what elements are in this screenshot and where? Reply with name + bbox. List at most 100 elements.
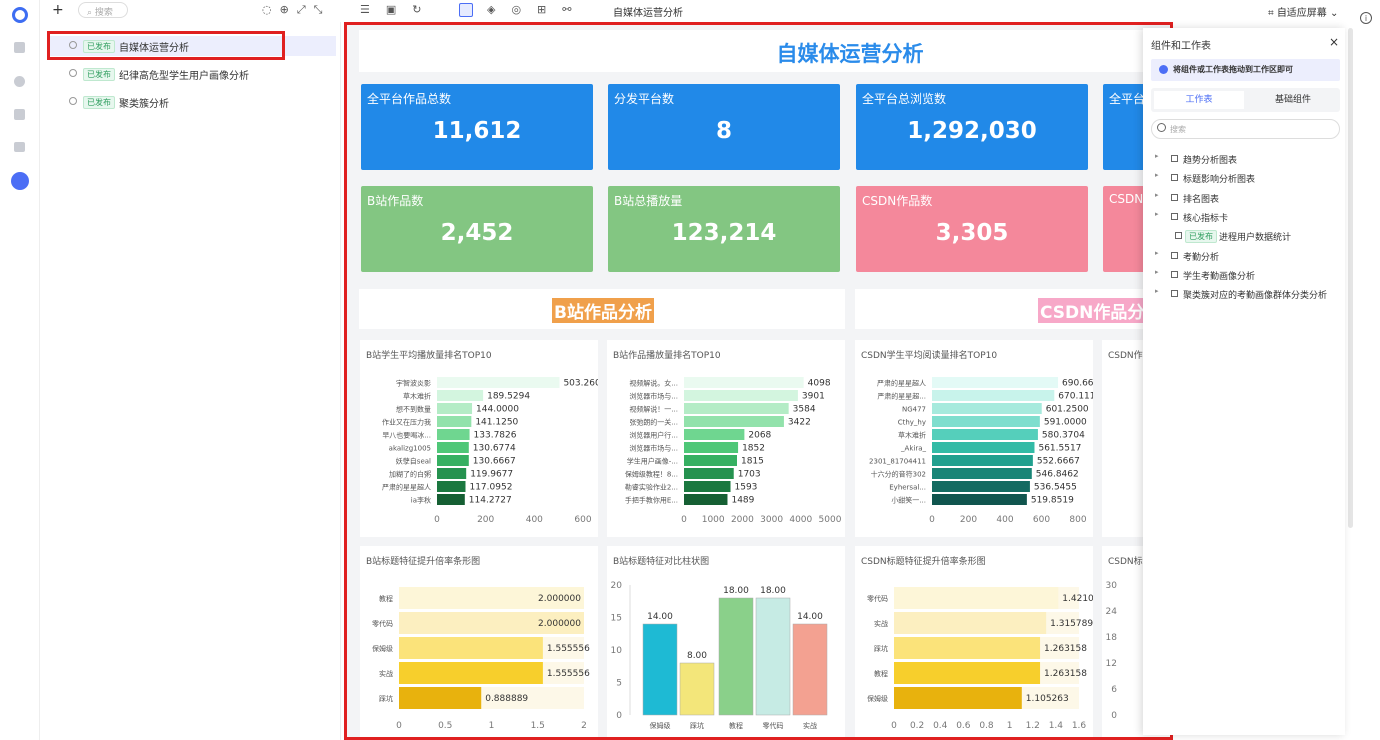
bar	[684, 390, 798, 401]
sidebar-add[interactable]: +	[52, 2, 64, 18]
canvas-tool-active[interactable]	[459, 3, 473, 17]
panel-search[interactable]: 搜索	[1151, 119, 1340, 139]
info-icon[interactable]: i	[1360, 12, 1372, 24]
nav-icon-active[interactable]	[11, 172, 29, 190]
value-label: 2068	[748, 431, 771, 441]
category-label: 浏览器市场与...	[629, 444, 678, 453]
panel-tree-item[interactable]: ▸ 核心指标卡	[1151, 209, 1341, 225]
kpi-label: CSDN	[1109, 192, 1144, 206]
canvas-tools[interactable]: ☰▣↻	[360, 3, 438, 16]
search-box[interactable]: ⌕ 搜索	[78, 2, 128, 18]
category-label: 保姆级	[867, 694, 888, 703]
search-placeholder: 搜索	[94, 8, 113, 18]
x-tick-label: 1.4	[1049, 721, 1064, 731]
chart-card: CSDN学生平均阅读量排名TOP10 严肃的星星超人 690.6667 严肃的星星超.…	[855, 340, 1093, 537]
y-tick-label: 12	[1106, 659, 1117, 669]
item-label: 考勤分析	[1183, 252, 1220, 263]
x-tick-label: 实战	[803, 721, 817, 730]
section-title: CSDN作品分	[1038, 298, 1147, 323]
chart: 0 6 12 18 24 30	[1106, 581, 1118, 721]
x-tick-label: 0	[396, 721, 402, 731]
panel-tree-item[interactable]: ▸ 排名图表	[1151, 190, 1341, 206]
bar	[679, 662, 715, 716]
item-label: 进程用户数据统计	[1219, 233, 1292, 244]
category-label: 严肃的星星超...	[877, 392, 926, 401]
value-label: 18.00	[723, 586, 749, 596]
x-tick-label: 600	[1033, 515, 1050, 525]
kpi-label: 全平台总浏览数	[862, 92, 947, 106]
bar	[894, 687, 1022, 709]
tree-item[interactable]: 已发布 聚类簇分析	[47, 92, 336, 112]
x-tick-label: 1.6	[1072, 721, 1087, 731]
nav-icon[interactable]	[14, 76, 25, 87]
panel-tabs: 工作表 基础组件	[1151, 88, 1340, 112]
x-tick-label: 0.5	[438, 721, 452, 731]
category-label: 严肃的星星超人	[877, 379, 926, 388]
category-label: 作业又在压力我	[382, 418, 431, 427]
nav-icon[interactable]	[14, 42, 25, 53]
category-label: 草木难折	[403, 392, 431, 401]
tab[interactable]: 工作表	[1154, 91, 1244, 109]
panel-close[interactable]: ×	[1329, 35, 1340, 49]
x-tick-label: 0.4	[933, 721, 948, 731]
panel-tree-item[interactable]: ▸ 趋势分析图表	[1151, 151, 1341, 167]
section-title: B站作品分析	[552, 298, 654, 323]
nav-icon[interactable]	[14, 142, 25, 152]
panel-tree-item[interactable]: 已发布 进程用户数据统计	[1151, 228, 1341, 244]
panel-tree-item[interactable]: ▸ 考勤分析	[1151, 248, 1341, 264]
canvas: 自媒体运营分析 全平台作品总数 11,612 分发平台数 8 全平台总浏览数 1,292,0…	[345, 22, 1172, 740]
x-tick-label: 400	[996, 515, 1013, 525]
bar	[932, 442, 1035, 453]
x-tick-label: 0.8	[979, 721, 994, 731]
category-label: 视频解说。女...	[629, 379, 678, 388]
x-tick-label: 1000	[702, 515, 725, 525]
chart: 严肃的星星超人 690.6667 严肃的星星超... 670.1111 NG477 601…	[869, 377, 1093, 525]
tree-label: 自媒体运营分析	[119, 43, 189, 54]
x-tick-label: 保姆级	[650, 721, 671, 730]
canvas-tools[interactable]: ◈◎⊞⚯	[487, 3, 588, 16]
y-tick-label: 5	[616, 679, 622, 689]
x-tick-label: 2000	[731, 515, 754, 525]
category-label: 教程	[379, 594, 393, 603]
sidebar-tools[interactable]: ◌⊕⤢⤡	[262, 3, 331, 16]
component-panel: 组件和工作表 × 将组件或工作表拖动到工作区即可 工作表 基础组件 搜索 ▸ 趋势分析图表 ▸ 标…	[1143, 28, 1345, 735]
chart: 零代码 1.421053 实战 1.315789 踩坑 1.263158 教程 1.26315…	[867, 587, 1093, 731]
bar	[932, 416, 1040, 427]
bar	[437, 442, 469, 453]
value-label: 1489	[731, 496, 754, 506]
value-label: 503.2609	[563, 379, 598, 389]
category-label: ia李秋	[411, 496, 431, 505]
bar	[684, 494, 728, 505]
tree-item[interactable]: 已发布 纪律高危型学生用户画像分析	[47, 64, 336, 84]
kpi-label: CSDN作品数	[862, 194, 933, 208]
value-label: 119.9677	[470, 470, 513, 480]
value-label: 591.0000	[1044, 418, 1087, 428]
panel-tree-item[interactable]: ▸ 学生考勤画像分析	[1151, 267, 1341, 283]
value-label: 117.0952	[469, 483, 512, 493]
bar	[642, 623, 678, 716]
kpi-value: 11,612	[432, 118, 522, 144]
panel-tree-item[interactable]: ▸ 标题影响分析图表	[1151, 170, 1341, 186]
bar	[684, 429, 745, 440]
kpi-label: 全平台	[1109, 92, 1146, 106]
nav-icon[interactable]	[14, 109, 25, 120]
expand-arrow: ▸	[1155, 267, 1159, 276]
panel-tree-item[interactable]: ▸ 聚类簇对应的考勤画像群体分类分析	[1151, 286, 1341, 302]
category-label: 2301_81704411	[869, 458, 926, 466]
chart-card: B站作品播放量排名TOP10 视频解说。女... 4098 浏览器市场与... 3901…	[607, 340, 845, 537]
bar	[684, 468, 734, 479]
category-label: 实战	[379, 669, 393, 678]
tab[interactable]: 基础组件	[1274, 95, 1311, 105]
x-tick-label: 教程	[729, 721, 743, 730]
section-box: B站作品分析	[359, 289, 845, 329]
value-label: 1.315789	[1050, 619, 1093, 629]
x-tick-label: 2	[581, 721, 587, 731]
expand-arrow: ▸	[1155, 171, 1159, 180]
value-label: 601.2500	[1046, 405, 1089, 415]
fit-screen[interactable]: ⌗ 自适应屏幕 ⌄	[1268, 8, 1339, 19]
bar	[932, 494, 1027, 505]
tree-item[interactable]: 已发布 自媒体运营分析	[47, 36, 336, 56]
folder-icon	[1171, 174, 1178, 182]
category-label: Eyhersal...	[889, 484, 926, 492]
